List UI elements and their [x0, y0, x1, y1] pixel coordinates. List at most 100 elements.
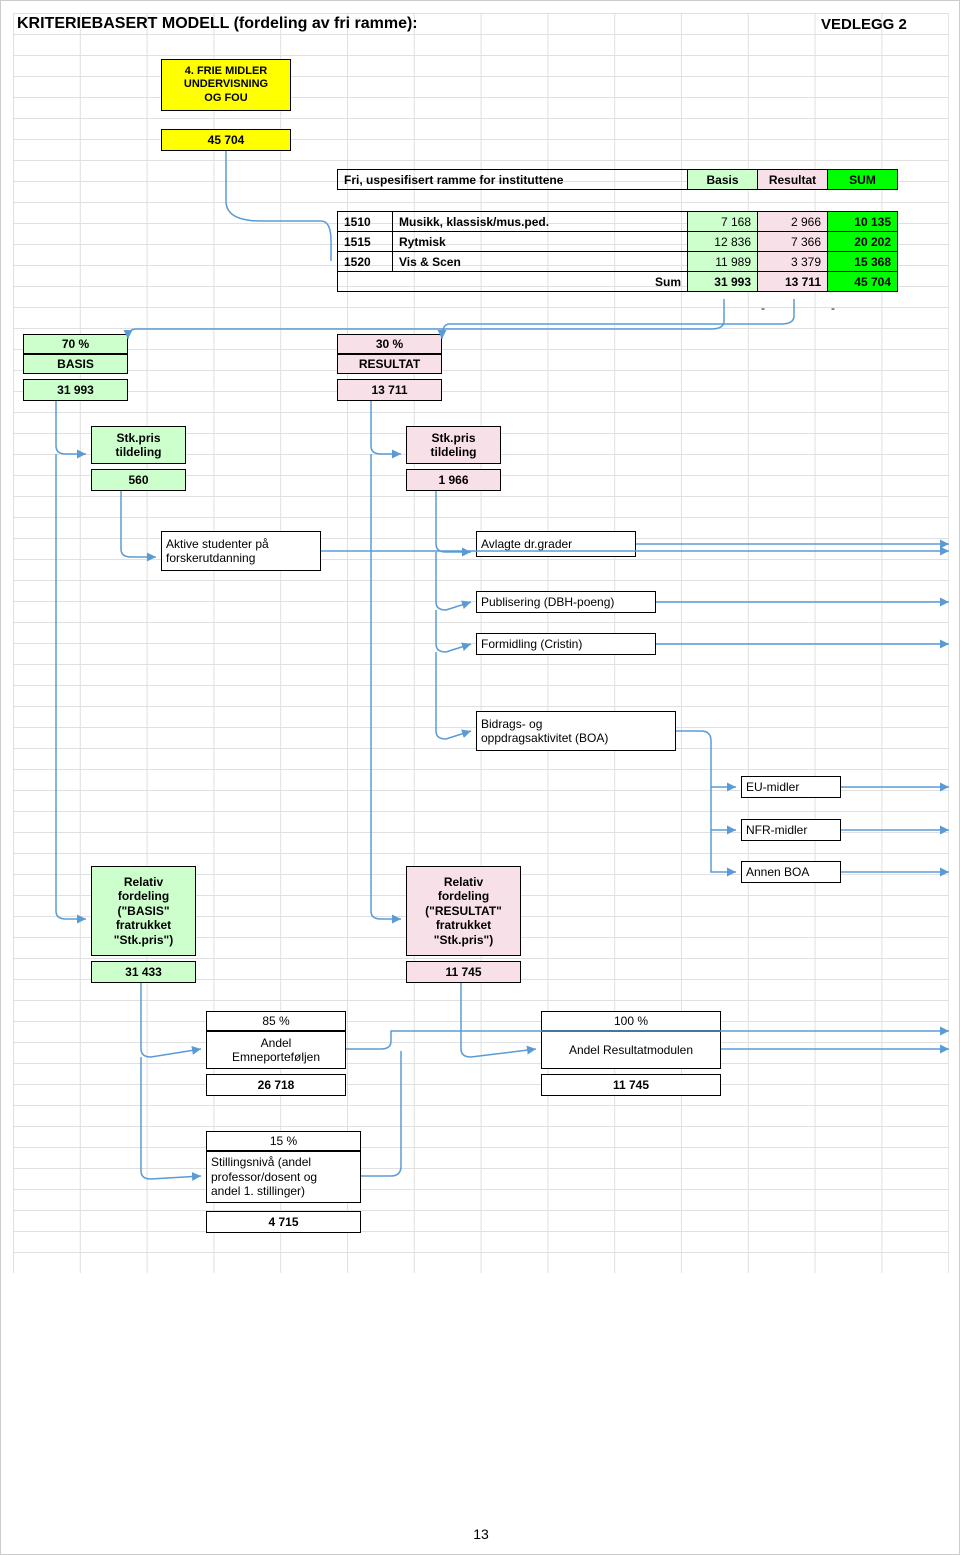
rel-r-l2: fordeling: [438, 889, 489, 903]
resultat-value-text: 13 711: [371, 383, 407, 397]
table-header-label: Fri, uspesifisert ramme for instituttene: [338, 170, 688, 190]
rel-l-l5: "Stk.pris"): [114, 933, 173, 947]
row-resultat: 2 966: [758, 212, 828, 232]
boa-box: Bidrags- og oppdragsaktivitet (BOA): [476, 711, 676, 751]
page-number: 13: [1, 1526, 960, 1542]
resultat-label: RESULTAT: [337, 354, 442, 374]
row-resultat: 7 366: [758, 232, 828, 252]
frie-midler-l3: OG FOU: [204, 92, 247, 105]
relativ-right-box: Relativ fordeling ("RESULTAT" fratrukket…: [406, 866, 521, 956]
stkpris-right-value: 1 966: [406, 469, 501, 491]
basis-value: 31 993: [23, 379, 128, 401]
rel-l-l4: fratrukket: [116, 918, 171, 932]
resmod-box: Andel Resultatmodulen: [541, 1031, 721, 1069]
formidling-box: Formidling (Cristin): [476, 633, 656, 655]
stkpris-r-value-text: 1 966: [438, 473, 468, 487]
rel-l-l3: ("BASIS": [117, 904, 169, 918]
rel-r-l4: fratrukket: [436, 918, 491, 932]
resmod-label-text: Andel Resultatmodulen: [569, 1043, 693, 1057]
row-code: 1510: [338, 212, 393, 232]
row-name: Musikk, klassisk/mus.ped.: [393, 212, 688, 232]
page-title: KRITERIEBASERT MODELL (fordeling av fri …: [13, 13, 949, 35]
basis-label: BASIS: [23, 354, 128, 374]
stkpris-left-value: 560: [91, 469, 186, 491]
aktive-l2: forskerutdanning: [166, 551, 255, 565]
frie-midler-value-text: 45 704: [208, 133, 245, 147]
avlagte-box: Avlagte dr.grader: [476, 531, 636, 557]
sum-basis: 31 993: [688, 272, 758, 292]
table-sum-row: Sum 31 993 13 711 45 704: [338, 272, 898, 292]
vedlegg-text: VEDLEGG 2: [821, 16, 907, 33]
row-sum: 10 135: [828, 212, 898, 232]
boa-l2: oppdragsaktivitet (BOA): [481, 731, 608, 745]
annen-box: Annen BOA: [741, 861, 841, 883]
sum-resultat: 13 711: [758, 272, 828, 292]
resultat-pct: 30 %: [337, 334, 442, 354]
annen-text: Annen BOA: [746, 865, 809, 879]
row-basis: 12 836: [688, 232, 758, 252]
row-name: Vis & Scen: [393, 252, 688, 272]
still-l1: Stillingsnivå (andel: [211, 1155, 311, 1169]
still-value: 4 715: [206, 1211, 361, 1233]
table-row: 1510 Musikk, klassisk/mus.ped. 7 168 2 9…: [338, 212, 898, 232]
relativ-right-value: 11 745: [406, 961, 521, 983]
rel-r-l1: Relativ: [444, 875, 483, 889]
still-l3: andel 1. stillinger): [211, 1184, 305, 1198]
rel-l-l2: fordeling: [118, 889, 169, 903]
resultat-pct-text: 30 %: [376, 337, 403, 351]
eu-text: EU-midler: [746, 780, 799, 794]
still-value-text: 4 715: [268, 1215, 298, 1229]
row-code: 1515: [338, 232, 393, 252]
stkpris-l-l1: Stk.pris: [116, 431, 160, 445]
header-right: VEDLEGG 2: [821, 13, 931, 35]
row-basis: 7 168: [688, 212, 758, 232]
still-box: Stillingsnivå (andel professor/dosent og…: [206, 1151, 361, 1203]
emne-value: 26 718: [206, 1074, 346, 1096]
row-sum: 20 202: [828, 232, 898, 252]
col-sum: SUM: [828, 170, 898, 190]
resmod-pct: 100 %: [541, 1011, 721, 1031]
dash2: -: [831, 301, 835, 315]
frie-midler-l2: UNDERVISNING: [184, 78, 268, 91]
table-row: 1515 Rytmisk 12 836 7 366 20 202: [338, 232, 898, 252]
stkpris-r-l1: Stk.pris: [431, 431, 475, 445]
basis-pct-text: 70 %: [62, 337, 89, 351]
eu-box: EU-midler: [741, 776, 841, 798]
resultat-value: 13 711: [337, 379, 442, 401]
emne-value-text: 26 718: [258, 1078, 295, 1092]
emne-pct-text: 85 %: [262, 1014, 289, 1028]
stkpris-left-box: Stk.pris tildeling: [91, 426, 186, 464]
ramme-table: Fri, uspesifisert ramme for instituttene…: [337, 169, 898, 190]
dash1: -: [761, 301, 765, 315]
still-pct-text: 15 %: [270, 1134, 297, 1148]
aktive-l1: Aktive studenter på: [166, 537, 269, 551]
row-basis: 11 989: [688, 252, 758, 272]
stkpris-r-l2: tildeling: [431, 445, 477, 459]
aktive-studenter-box: Aktive studenter på forskerutdanning: [161, 531, 321, 571]
nfr-text: NFR-midler: [746, 823, 807, 837]
basis-value-text: 31 993: [57, 383, 94, 397]
page: KRITERIEBASERT MODELL (fordeling av fri …: [0, 0, 960, 1555]
row-code: 1520: [338, 252, 393, 272]
rel-r-value-text: 11 745: [445, 965, 481, 979]
emne-box: Andel Emneporteføljen: [206, 1031, 346, 1069]
row-sum: 15 368: [828, 252, 898, 272]
rel-l-value-text: 31 433: [125, 965, 162, 979]
pub-text: Publisering (DBH-poeng): [481, 595, 614, 609]
emne-pct: 85 %: [206, 1011, 346, 1031]
frie-midler-box: 4. FRIE MIDLER UNDERVISNING OG FOU: [161, 59, 291, 111]
row-name: Rytmisk: [393, 232, 688, 252]
stkpris-right-box: Stk.pris tildeling: [406, 426, 501, 464]
col-resultat: Resultat: [758, 170, 828, 190]
frie-midler-l1: 4. FRIE MIDLER: [185, 65, 268, 78]
emne-l2: Emneporteføljen: [232, 1050, 320, 1064]
col-basis: Basis: [688, 170, 758, 190]
row-resultat: 3 379: [758, 252, 828, 272]
nfr-box: NFR-midler: [741, 819, 841, 841]
publisering-box: Publisering (DBH-poeng): [476, 591, 656, 613]
rel-r-l3: ("RESULTAT": [425, 904, 502, 918]
rel-r-l5: "Stk.pris"): [434, 933, 493, 947]
sum-total: 45 704: [828, 272, 898, 292]
sum-label: Sum: [338, 272, 688, 292]
table-row: 1520 Vis & Scen 11 989 3 379 15 368: [338, 252, 898, 272]
